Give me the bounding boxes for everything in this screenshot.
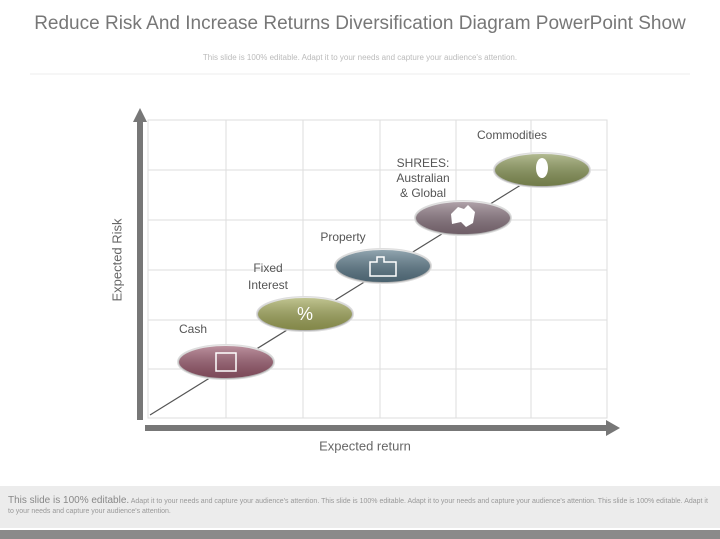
node: Cash	[177, 322, 275, 380]
node-label: SHREES:	[397, 156, 450, 170]
bottom-bar	[0, 530, 720, 539]
node-label: Australian	[396, 171, 449, 185]
node-label: Cash	[179, 322, 207, 336]
y-axis-arrow	[133, 108, 147, 420]
node-label: Fixed	[253, 261, 282, 275]
node-shade	[335, 249, 431, 283]
node-label: Commodities	[477, 128, 547, 142]
cash-icon	[215, 352, 237, 372]
footer-lead: This slide is 100% editable.	[8, 495, 130, 506]
node-label: & Global	[400, 186, 446, 200]
footer: This slide is 100% editable. Adapt it to…	[0, 486, 720, 528]
subtitle: This slide is 100% editable. Adapt it to…	[203, 53, 517, 62]
percent-icon: %	[297, 304, 313, 324]
node-label: Property	[320, 230, 365, 244]
corn-icon	[536, 158, 548, 178]
footer-text: Adapt it to your needs and capture your …	[8, 498, 708, 515]
node-label: Interest	[248, 278, 289, 292]
node: SHREES: Australian & Global	[396, 156, 512, 236]
y-axis-label: Expected Risk	[109, 218, 124, 302]
node-shade	[178, 345, 274, 379]
title: Reduce Risk And Increase Returns Diversi…	[34, 13, 686, 34]
node-shade	[257, 297, 353, 331]
property-icon	[369, 256, 397, 277]
node: % Fixed Interest	[248, 261, 354, 332]
diagram: Reduce Risk And Increase Returns Diversi…	[30, 13, 690, 453]
x-axis-arrow	[145, 420, 620, 436]
x-axis-label: Expected return	[319, 438, 411, 453]
australia-icon	[451, 205, 475, 227]
node: Commodities	[477, 128, 591, 188]
node: Property	[320, 230, 432, 284]
